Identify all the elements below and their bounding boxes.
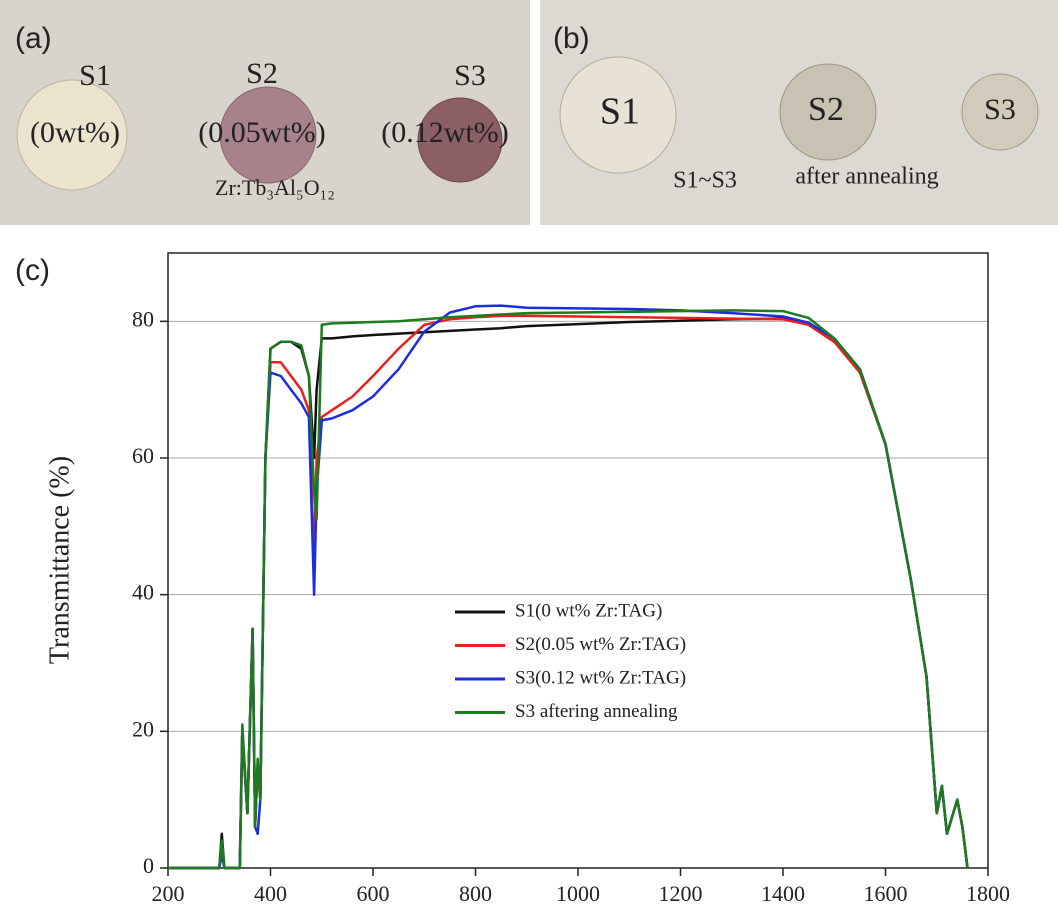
x-tick-label: 1800 [966, 881, 1010, 906]
y-axis-label: Transmittance (%) [44, 456, 75, 664]
series-line [168, 309, 969, 870]
series-line [168, 304, 969, 870]
panel-label: (a) [15, 22, 52, 55]
y-tick-label: 80 [132, 306, 154, 331]
sample-label: S3 [984, 93, 1016, 126]
disc [417, 97, 503, 183]
legend-label: S1(0 wt% Zr:TAG) [515, 600, 662, 621]
disc [559, 56, 677, 174]
y-tick-label: 60 [132, 443, 154, 468]
legend-label: S3(0.12 wt% Zr:TAG) [515, 667, 686, 688]
disc [16, 79, 128, 191]
panel-label: (c) [15, 254, 50, 287]
sample-label: S2 [246, 57, 278, 90]
legend-label: S3 aftering annealing [515, 701, 678, 722]
sample-label: S1 [600, 91, 640, 133]
panel-label: (b) [553, 22, 590, 55]
y-tick-label: 0 [143, 853, 154, 878]
y-tick-label: 20 [132, 716, 154, 741]
formula: Zr:Tb₃Al₅O₁₂ [215, 175, 335, 200]
disc [961, 73, 1039, 151]
sample-label: S3 [454, 59, 486, 92]
content-label: (0.12wt%) [381, 116, 508, 149]
sample-label: S1 [79, 59, 111, 92]
disc [779, 63, 877, 161]
x-tick-label: 1000 [556, 881, 600, 906]
series-line [168, 317, 969, 870]
y-tick-label: 40 [132, 580, 154, 605]
content-label: (0.05wt%) [198, 116, 325, 149]
caption: S1~S3 [673, 168, 737, 194]
x-tick-label: 200 [152, 881, 185, 906]
x-tick-label: 400 [254, 881, 287, 906]
sample-label: S2 [808, 91, 844, 128]
x-tick-label: 800 [459, 881, 492, 906]
content-label: (0wt%) [30, 116, 120, 149]
plot-frame [167, 252, 989, 869]
x-tick-label: 600 [357, 881, 390, 906]
legend-label: S2(0.05 wt% Zr:TAG) [515, 634, 686, 655]
x-tick-label: 1400 [761, 881, 805, 906]
caption: after annealing [795, 164, 938, 190]
x-tick-label: 1600 [864, 881, 908, 906]
series-line [168, 314, 969, 870]
x-tick-label: 1200 [659, 881, 703, 906]
disc [219, 86, 317, 184]
